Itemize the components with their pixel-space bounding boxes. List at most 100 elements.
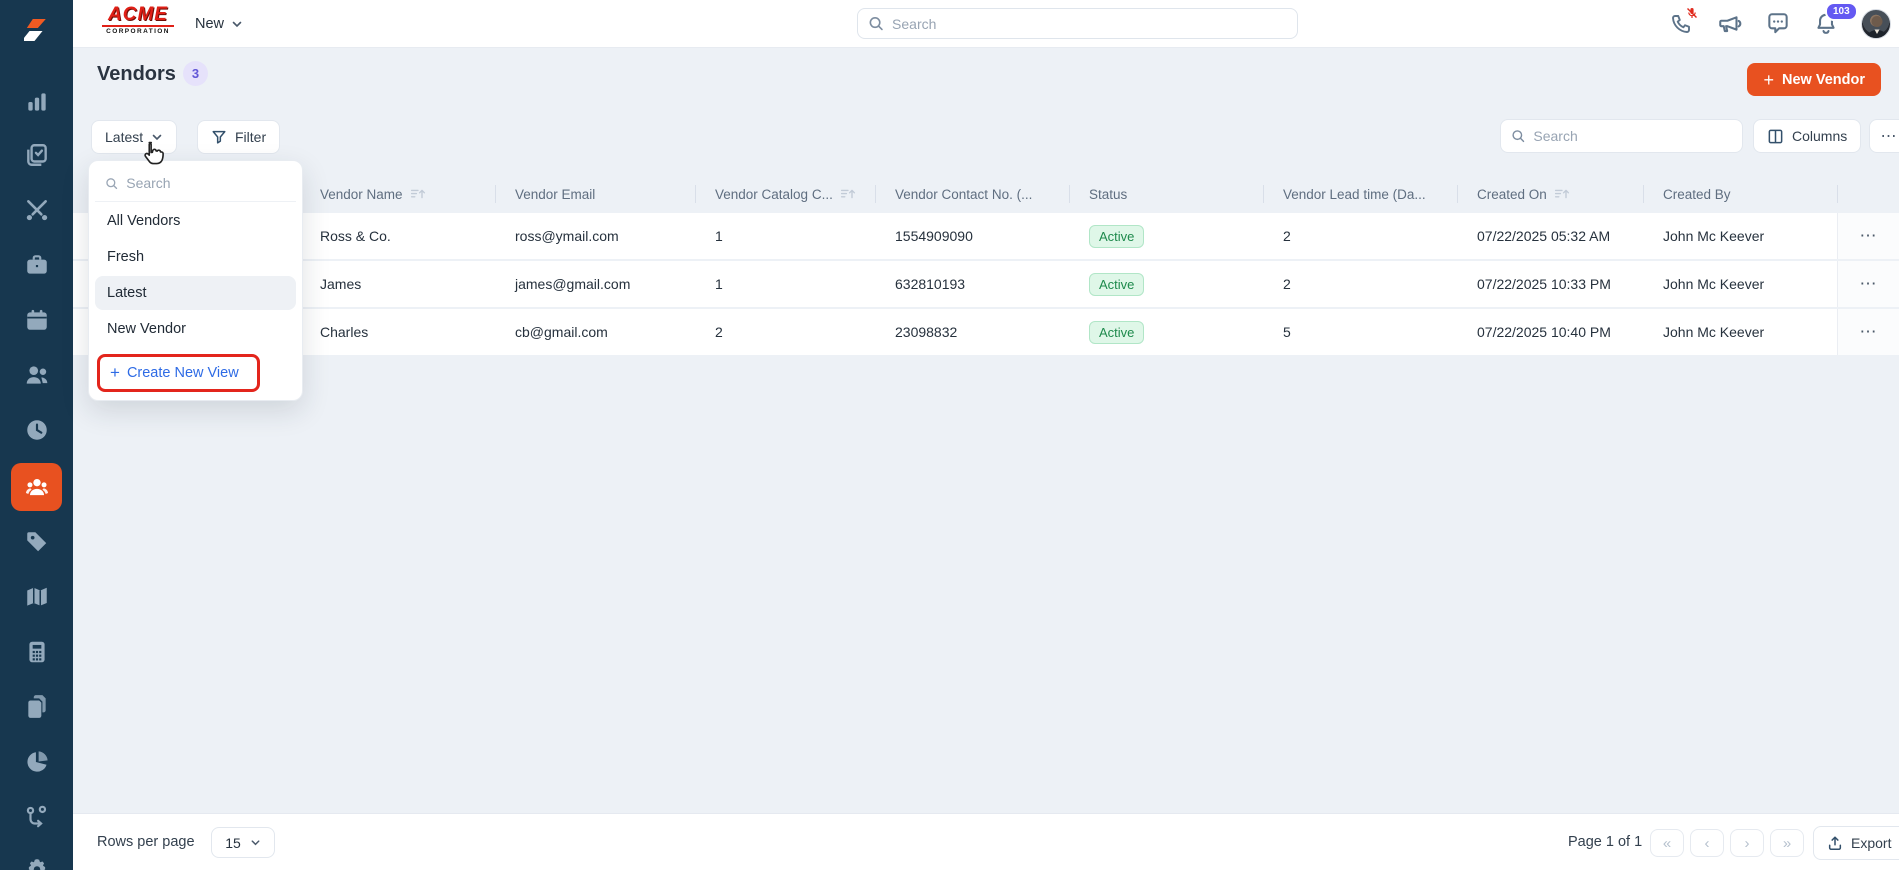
sidebar-item-tools[interactable] (0, 188, 73, 232)
view-selector-button[interactable]: Latest (91, 120, 178, 154)
dots-horizontal-icon: ⋯ (1859, 226, 1878, 245)
table-row[interactable]: Charles cb@gmail.com 2 23098832 Active 5… (73, 309, 1899, 355)
view-option-latest[interactable]: Latest (95, 276, 296, 310)
table-row[interactable]: Ross & Co. ross@ymail.com 1 1554909090 A… (73, 213, 1899, 259)
toolbar-more-button[interactable]: ⋯ (1869, 119, 1899, 153)
global-search-input[interactable] (892, 15, 1287, 32)
sidebar-item-tasks[interactable] (0, 133, 73, 177)
table-col-status[interactable]: Status (1069, 176, 1263, 212)
view-option-all-vendors[interactable]: All Vendors (107, 213, 181, 229)
rows-per-page-select[interactable]: 15 (211, 827, 275, 858)
sidebar-item-history[interactable] (0, 408, 73, 452)
cell-catalog-count: 2 (715, 324, 723, 340)
search-icon (106, 177, 118, 189)
notifications-bell-icon[interactable]: 103 (1813, 2, 1858, 37)
create-new-view-button[interactable]: + Create New View (97, 354, 260, 392)
global-search[interactable] (857, 8, 1298, 39)
sort-icon[interactable] (840, 187, 856, 201)
table-col-vendor-email[interactable]: Vendor Email (495, 176, 695, 212)
sidebar-item-reports[interactable] (0, 740, 73, 784)
table-footer: Rows per page 15 Page 1 of 1 « ‹ › » Exp… (73, 813, 1899, 870)
dropdown-search-input[interactable] (126, 175, 286, 191)
sidebar-item-map[interactable] (0, 575, 73, 619)
cell-created-on: 07/22/2025 10:33 PM (1477, 276, 1611, 292)
row-actions-button[interactable]: ⋯ (1837, 309, 1899, 355)
sidebar-item-vendors-active[interactable] (0, 463, 73, 511)
app-logo-icon[interactable] (0, 8, 73, 52)
last-page-button[interactable]: » (1770, 829, 1804, 857)
sidebar-item-users[interactable] (0, 353, 73, 397)
new-menu-button[interactable]: New (195, 0, 243, 48)
row-actions-button[interactable]: ⋯ (1837, 213, 1899, 259)
sort-icon[interactable] (1554, 187, 1570, 201)
cell-created-on: 07/22/2025 05:32 AM (1477, 228, 1611, 244)
table-search-input[interactable] (1533, 128, 1732, 144)
cell-contact-no: 632810193 (895, 276, 966, 292)
sort-icon[interactable] (410, 187, 426, 201)
sidebar-item-settings[interactable] (0, 848, 73, 870)
phone-icon[interactable] (1669, 8, 1697, 37)
export-button[interactable]: Export (1813, 826, 1899, 860)
upload-icon (1828, 836, 1842, 850)
view-option-fresh[interactable]: Fresh (107, 249, 145, 265)
acme-logo[interactable]: ACME CORPORATION (102, 5, 174, 35)
sidebar-item-calendar[interactable] (0, 298, 73, 342)
table-row[interactable]: James james@gmail.com 1 632810193 Active… (73, 261, 1899, 307)
table-col-vendor-catalog[interactable]: Vendor Catalog C... (695, 176, 875, 212)
table-col-created-by[interactable]: Created By (1643, 176, 1837, 212)
chat-icon[interactable] (1765, 11, 1791, 37)
cell-vendor-email: ross@ymail.com (515, 228, 619, 244)
cell-vendor-name[interactable]: Ross & Co. (320, 228, 391, 244)
sidebar-item-calculator[interactable] (0, 630, 73, 674)
sidebar-item-analytics[interactable] (0, 80, 73, 124)
announcements-icon[interactable] (1717, 11, 1743, 37)
cell-status: Active (1069, 213, 1263, 259)
dots-horizontal-icon: ⋯ (1859, 274, 1878, 293)
user-avatar[interactable] (1861, 9, 1891, 39)
filter-button[interactable]: Filter (197, 120, 281, 154)
table-search[interactable] (1500, 119, 1743, 153)
sidebar-item-workflow[interactable] (0, 795, 73, 839)
page-header: Vendors 3 + New Vendor (73, 48, 1899, 102)
cell-catalog-count: 1 (715, 228, 723, 244)
page-info: Page 1 of 1 (1568, 834, 1643, 850)
table-col-lead-time[interactable]: Vendor Lead time (Da... (1263, 176, 1457, 212)
sidebar-item-tags[interactable] (0, 520, 73, 564)
chevron-down-icon (251, 840, 260, 846)
active-item-highlight (11, 463, 62, 511)
new-vendor-button[interactable]: + New Vendor (1747, 63, 1881, 96)
columns-button[interactable]: Columns (1753, 119, 1862, 153)
table-col-vendor-name[interactable]: Vendor Name (300, 176, 495, 212)
next-page-button[interactable]: › (1730, 829, 1764, 857)
chevron-down-icon (232, 21, 242, 28)
sidebar-item-documents[interactable] (0, 685, 73, 729)
table-col-created-on[interactable]: Created On (1457, 176, 1643, 212)
cell-created-by: John Mc Keever (1663, 228, 1765, 244)
view-selector-dropdown: All Vendors Fresh Latest New Vendor + Cr… (88, 160, 303, 401)
search-icon (1512, 130, 1525, 143)
cell-created-by: John Mc Keever (1663, 276, 1765, 292)
rows-per-page-label: Rows per page (97, 834, 195, 850)
table-body: Ross & Co. ross@ymail.com 1 1554909090 A… (73, 213, 1899, 357)
cell-vendor-name[interactable]: James (320, 276, 362, 292)
filter-button-label: Filter (235, 129, 267, 145)
chevron-down-icon (152, 134, 162, 141)
plus-icon: + (1763, 69, 1774, 90)
create-new-view-label: Create New View (126, 365, 239, 381)
status-badge: Active (1089, 320, 1145, 344)
cell-lead-time: 2 (1283, 276, 1291, 292)
cell-lead-time: 5 (1283, 324, 1291, 340)
prev-page-button[interactable]: ‹ (1690, 829, 1724, 857)
cell-contact-no: 23098832 (895, 324, 958, 340)
first-page-button[interactable]: « (1650, 829, 1684, 857)
export-button-label: Export (1851, 835, 1892, 851)
search-icon (869, 17, 883, 31)
row-actions-button[interactable]: ⋯ (1837, 261, 1899, 307)
new-menu-label: New (195, 16, 225, 32)
view-option-new-vendor[interactable]: New Vendor (107, 321, 186, 337)
dropdown-search[interactable] (95, 167, 296, 202)
table-col-vendor-contact[interactable]: Vendor Contact No. (... (875, 176, 1069, 212)
sidebar-item-business[interactable] (0, 243, 73, 287)
cell-created-on: 07/22/2025 10:40 PM (1477, 324, 1611, 340)
cell-vendor-name[interactable]: Charles (320, 324, 369, 340)
